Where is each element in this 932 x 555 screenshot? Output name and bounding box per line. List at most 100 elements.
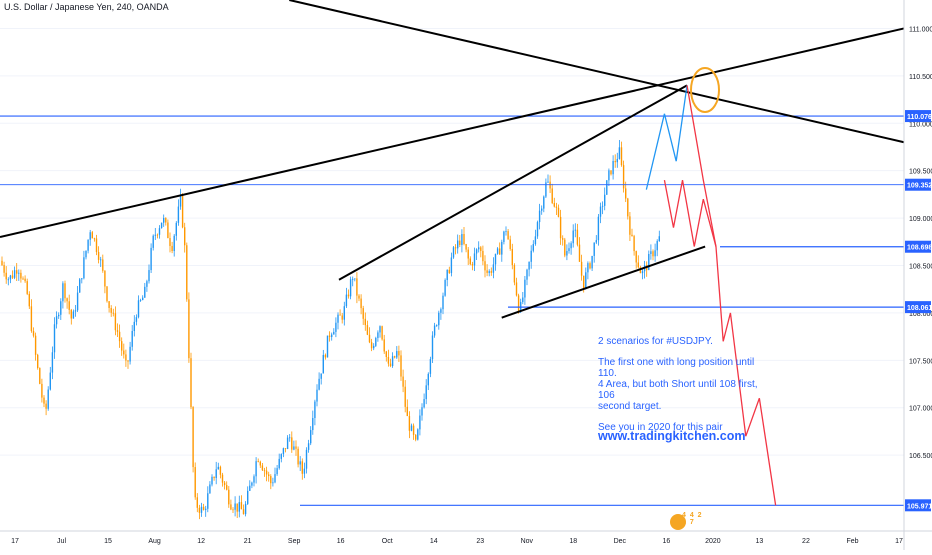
candle-body <box>562 238 564 240</box>
y-tick-label: 106.500 <box>909 453 932 460</box>
candle-body <box>28 293 30 307</box>
candle-body <box>373 345 375 349</box>
candle-body <box>142 297 144 301</box>
x-tick-label: 16 <box>662 538 670 545</box>
candle-body <box>610 170 612 175</box>
candle-body <box>568 248 570 252</box>
candle-body <box>144 286 146 298</box>
candle-body <box>263 470 266 472</box>
candle-body <box>70 309 72 319</box>
candle-body <box>347 294 350 297</box>
candle-body <box>612 161 614 175</box>
x-tick-label: Oct <box>382 538 393 545</box>
candle-body <box>366 325 369 335</box>
candle-body <box>97 251 100 260</box>
candle-body <box>213 476 215 479</box>
candle-body <box>429 359 432 374</box>
candle-body <box>545 182 547 197</box>
candle-body <box>364 318 366 326</box>
candle-body <box>501 241 503 255</box>
price-axis[interactable]: 111.000 110.500 110.000 109.500 109.000 108.5… <box>903 0 932 550</box>
candle-body <box>442 295 444 310</box>
candle-body <box>648 253 650 271</box>
time-axis[interactable]: 17 Jul 15 Aug 12 21 Sep 16 Oct 14 23 Nov 18 Dec 16 2020… <box>0 530 932 545</box>
candle-body <box>412 425 415 435</box>
candle-body <box>278 458 280 469</box>
candle-body <box>385 351 387 357</box>
candle-body <box>154 234 156 236</box>
candle-body <box>580 261 583 276</box>
price-label: 105.971 <box>907 503 932 510</box>
candle-body <box>240 502 243 510</box>
candle-body <box>295 446 297 449</box>
y-tick-label: 109.000 <box>909 216 932 223</box>
candle-body <box>7 279 9 281</box>
candle-body <box>463 234 465 245</box>
candle-body <box>339 314 341 316</box>
y-tick-label: 110.500 <box>909 74 932 81</box>
trendline <box>289 0 905 144</box>
trendlines[interactable] <box>0 0 905 319</box>
candle-body <box>53 324 56 353</box>
candle-body <box>599 206 602 217</box>
candle-body <box>108 301 110 308</box>
annotation-line: 4 Area, but both Short until 108 first, … <box>598 379 758 401</box>
candle-body <box>570 243 572 249</box>
candle-body <box>381 326 383 340</box>
candle-body <box>450 257 453 274</box>
candle-body <box>215 469 217 479</box>
candle-body <box>244 503 247 515</box>
candle-body <box>305 449 308 469</box>
candle-body <box>389 363 392 367</box>
candle-body <box>167 222 169 239</box>
annotation-text: 2 scenarios for #USDJPY. The first one w… <box>598 336 762 443</box>
candle-body <box>129 346 131 362</box>
price-label-bg <box>905 110 931 123</box>
candle-body <box>276 468 278 475</box>
candle-body <box>211 476 213 485</box>
candle-body <box>251 482 253 486</box>
candle-body <box>268 474 270 477</box>
candle-body <box>81 278 83 280</box>
candle-body <box>511 248 513 266</box>
candle-body <box>530 250 532 262</box>
candle-body <box>515 282 518 296</box>
candle-body <box>532 244 534 251</box>
candle-body <box>654 250 656 257</box>
candle-body <box>555 206 558 208</box>
website-link[interactable]: www.tradingkitchen.com <box>598 429 746 443</box>
candle-body <box>454 247 457 249</box>
x-tick-label: 17 <box>895 538 903 545</box>
candle-body <box>633 236 635 252</box>
candle-body <box>618 147 621 159</box>
candle-body <box>566 251 568 256</box>
candle-body <box>110 307 112 313</box>
candle-body <box>221 474 224 483</box>
candle-body <box>76 292 79 311</box>
candle-body <box>490 271 492 273</box>
candle-body <box>11 275 14 278</box>
highlight-circle <box>690 67 720 113</box>
candle-body <box>486 270 488 273</box>
candle-body <box>604 194 606 206</box>
candle-body <box>286 437 289 449</box>
candle-body <box>22 278 24 280</box>
candle-body <box>135 317 138 322</box>
candle-body <box>200 506 203 513</box>
candle-body <box>13 270 16 278</box>
candle-body <box>179 194 182 207</box>
y-tick-label: 107.000 <box>909 406 932 413</box>
scenario-paths[interactable] <box>645 85 777 506</box>
candle-body <box>34 335 37 355</box>
candle-body <box>402 376 404 387</box>
price-label-bg <box>905 499 931 512</box>
candle-body <box>320 373 322 379</box>
candle-body <box>406 406 408 417</box>
horizontal-levels[interactable] <box>0 115 904 506</box>
candle-body <box>583 275 585 289</box>
candle-body <box>3 265 5 273</box>
candle-body <box>282 448 285 455</box>
candle-body <box>146 281 148 287</box>
